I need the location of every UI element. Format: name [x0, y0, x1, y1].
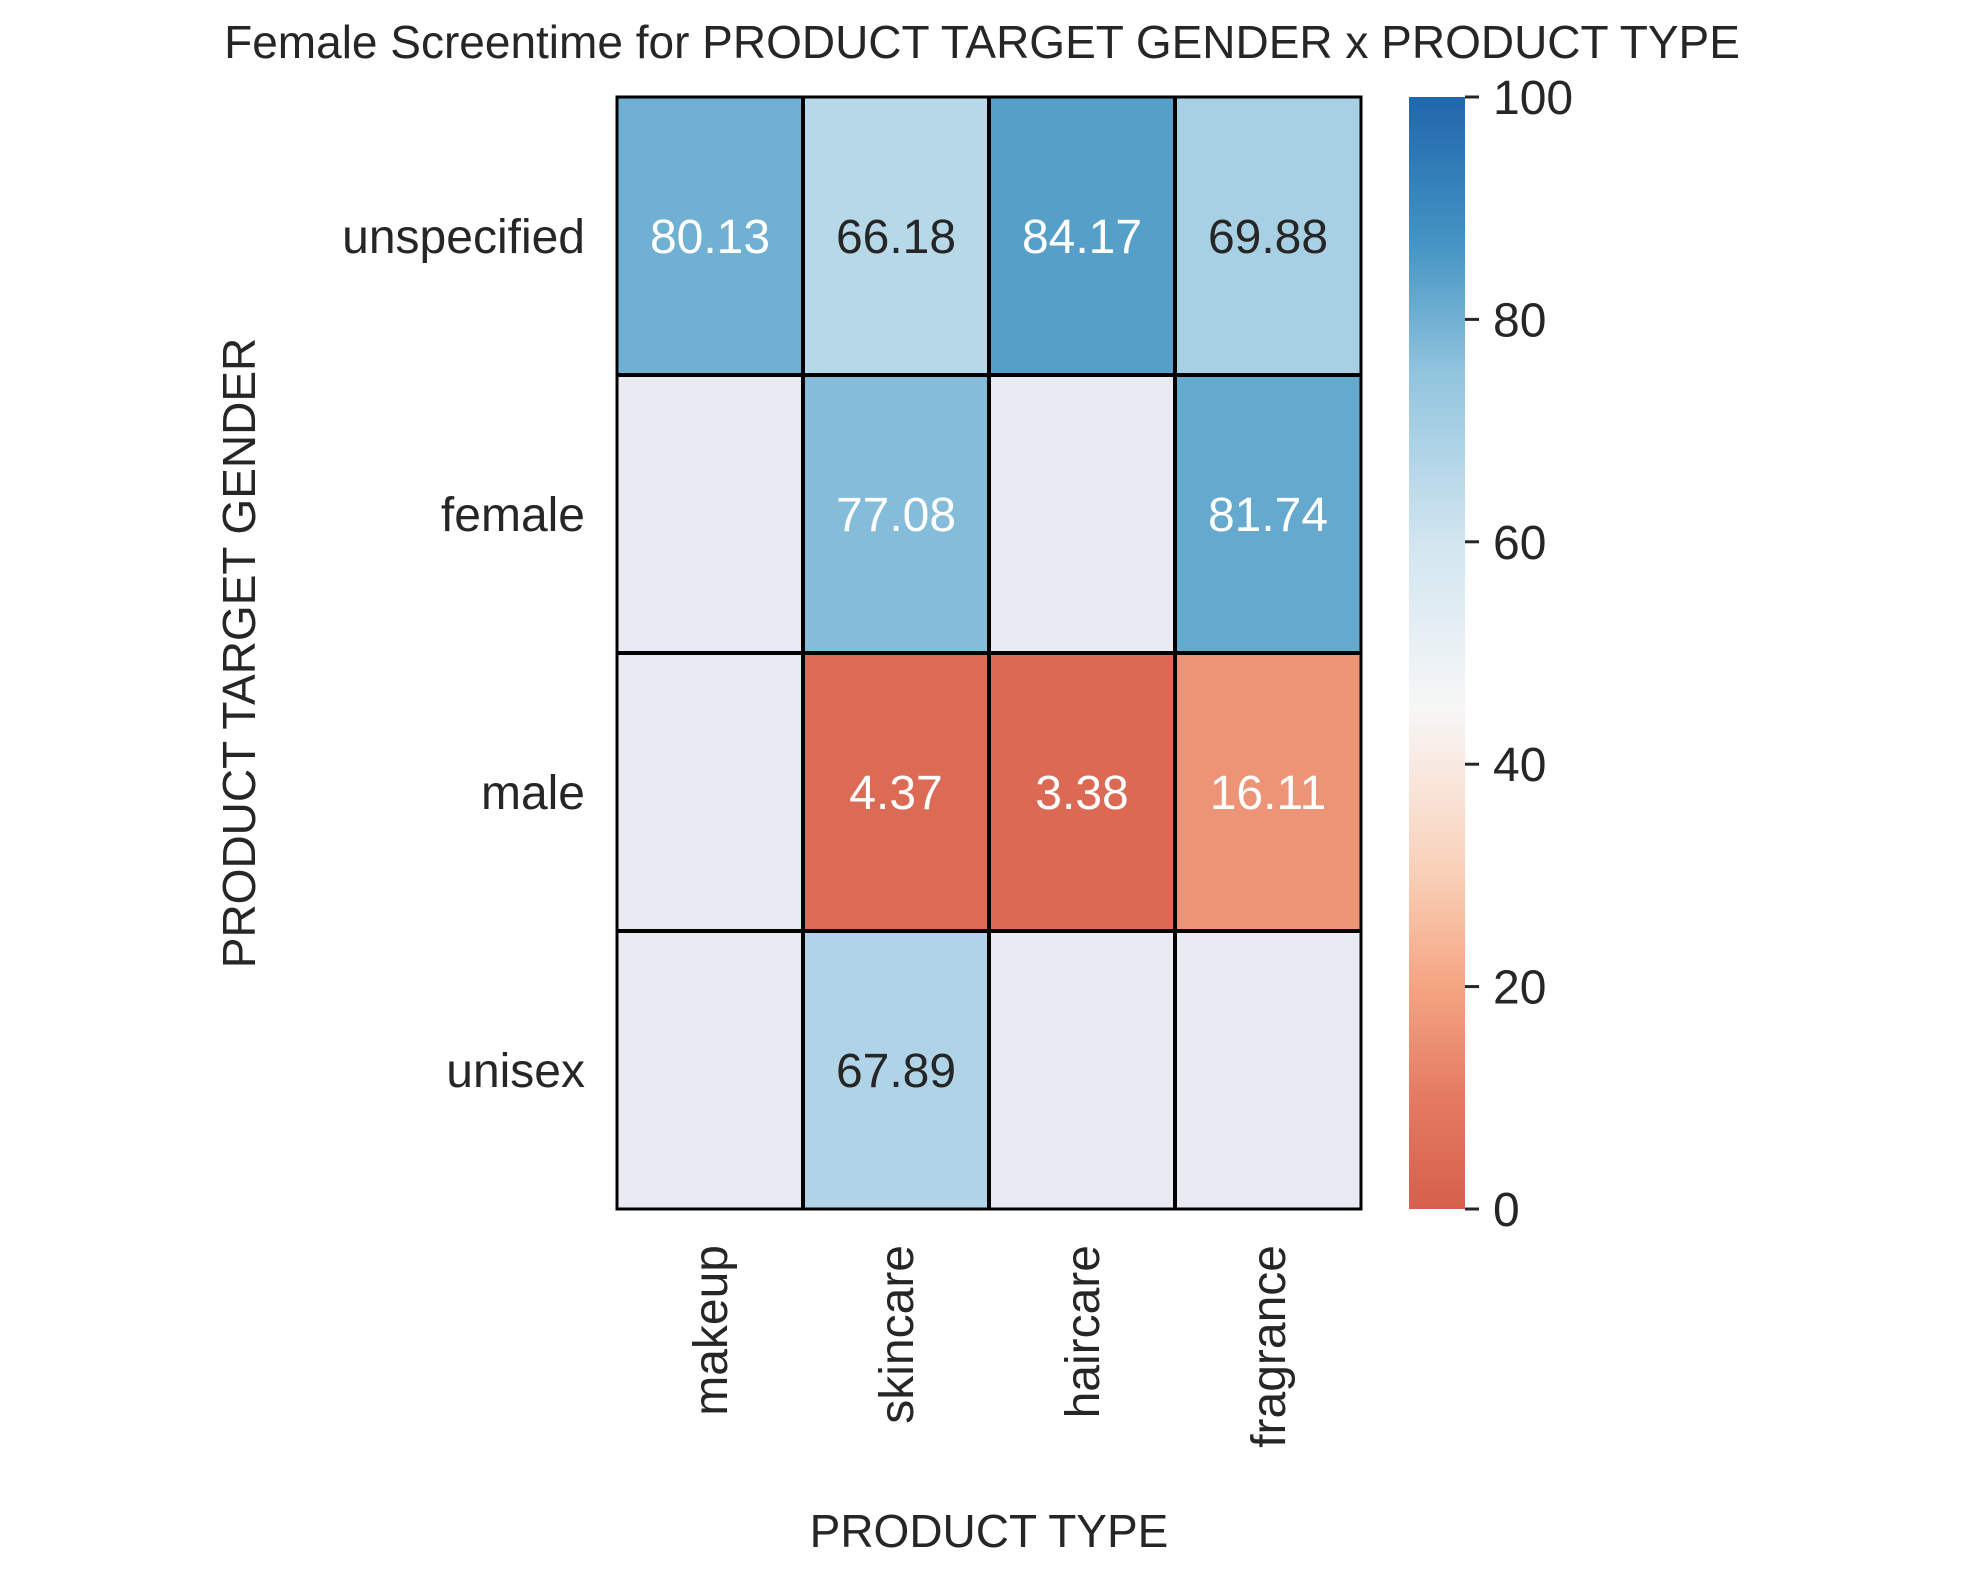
- x-tick-label: makeup: [685, 1245, 738, 1416]
- cell-value-label: 16.11: [1210, 767, 1327, 820]
- x-tick-label: haircare: [1057, 1245, 1110, 1418]
- colorbar-tick-label: 60: [1493, 517, 1546, 570]
- heatmap-cell: [989, 653, 1175, 931]
- cell-value-label: 4.37: [849, 767, 942, 820]
- heatmap-cells: [617, 97, 1361, 1209]
- y-tick-label: male: [481, 767, 585, 820]
- heatmap-cell: [1175, 931, 1361, 1209]
- heatmap-cell: [803, 653, 989, 931]
- x-tick-label: fragrance: [1243, 1245, 1296, 1448]
- colorbar-ticks: 0 20 40 60 80 100: [1465, 72, 1573, 1237]
- x-tick-label: skincare: [871, 1245, 924, 1424]
- cell-value-label: 66.18: [836, 211, 956, 264]
- heatmap-cell: [1175, 375, 1361, 653]
- heatmap-cell-borders: [617, 97, 1361, 1209]
- cell-value-label: 67.89: [836, 1045, 956, 1098]
- heatmap-cell: [617, 375, 803, 653]
- heatmap-cell: [989, 931, 1175, 1209]
- heatmap-cell: [989, 375, 1175, 653]
- chart-title: Female Screentime for PRODUCT TARGET GEN…: [224, 16, 1740, 68]
- colorbar-tick-label: 20: [1493, 962, 1546, 1015]
- x-axis-label: PRODUCT TYPE: [810, 1505, 1169, 1557]
- colorbar-tick-label: 40: [1493, 739, 1546, 792]
- heatmap-frame: [615, 95, 1363, 1211]
- colorbar-tick-label: 100: [1493, 72, 1573, 125]
- cell-value-label: 84.17: [1022, 211, 1142, 264]
- cell-value-label: 81.74: [1208, 489, 1328, 542]
- heatmap-cell: [803, 931, 989, 1209]
- heatmap-cell: [1175, 653, 1361, 931]
- heatmap-cell: [617, 97, 803, 375]
- colorbar-tick-label: 0: [1493, 1184, 1520, 1237]
- heatmap-cell: [989, 97, 1175, 375]
- y-tick-label: unisex: [446, 1045, 585, 1098]
- cell-value-label: 77.08: [836, 489, 956, 542]
- y-axis-tick-labels: unspecified female male unisex: [342, 211, 585, 1098]
- heatmap-cell: [617, 653, 803, 931]
- heatmap-cell-labels: 80.13 66.18 84.17 69.88 77.08 81.74 4.37 3.38 16…: [650, 211, 1328, 1098]
- colorbar: [1409, 97, 1465, 1209]
- colorbar-tick-label: 80: [1493, 294, 1546, 347]
- cell-value-label: 69.88: [1208, 211, 1328, 264]
- cell-value-label: 80.13: [650, 211, 770, 264]
- cell-value-label: 3.38: [1035, 767, 1128, 820]
- y-tick-label: female: [441, 489, 585, 542]
- heatmap-cell: [803, 97, 989, 375]
- y-axis-label: PRODUCT TARGET GENDER: [213, 338, 265, 968]
- heatmap-cell: [617, 931, 803, 1209]
- x-axis-tick-labels: makeup skincare haircare fragrance: [685, 1245, 1296, 1448]
- heatmap-cell: [1175, 97, 1361, 375]
- y-tick-label: unspecified: [342, 211, 585, 264]
- heatmap-cell: [803, 375, 989, 653]
